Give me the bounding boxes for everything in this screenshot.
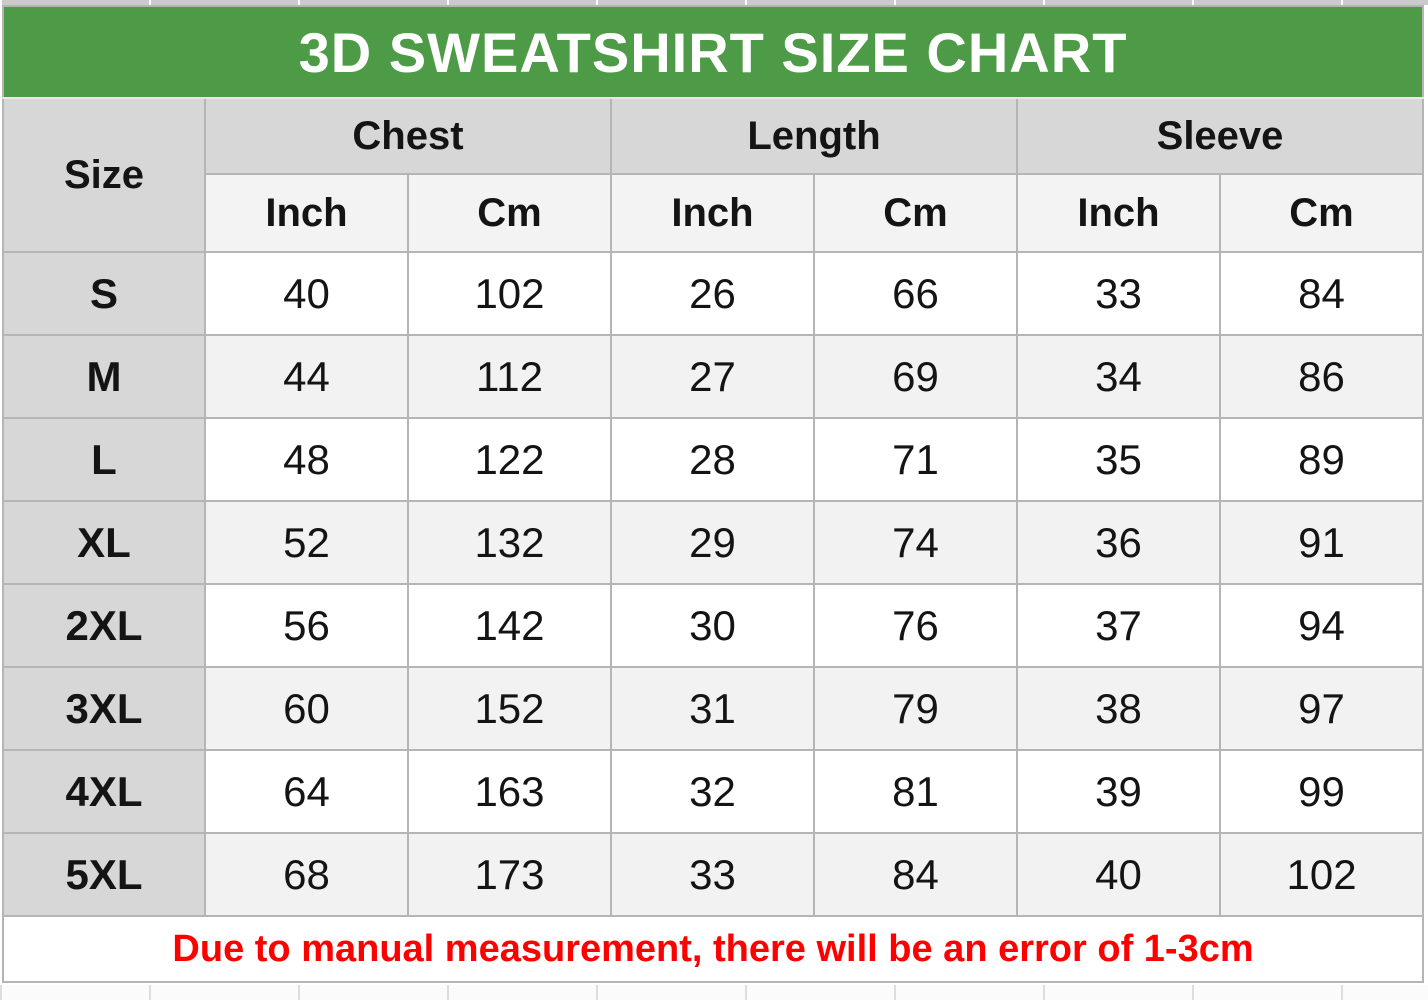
value-cell: 33 — [1016, 251, 1221, 336]
column-header-size: Size — [2, 97, 206, 253]
value-cell: 56 — [204, 583, 409, 668]
value-cell: 64 — [204, 749, 409, 834]
measurement-note: Due to manual measurement, there will be… — [1, 915, 1425, 983]
size-label: S — [2, 251, 206, 336]
table-row-xl: XL 52 132 29 74 36 91 — [2, 500, 1425, 585]
value-cell: 163 — [407, 749, 612, 834]
value-cell: 37 — [1016, 583, 1221, 668]
value-cell: 30 — [610, 583, 815, 668]
value-cell: 39 — [1016, 749, 1221, 834]
value-cell: 40 — [204, 251, 409, 336]
value-cell: 112 — [407, 334, 612, 419]
size-label: M — [2, 334, 206, 419]
cropped-grid-row-bottom — [0, 985, 1428, 1000]
value-cell: 97 — [1218, 666, 1425, 751]
table-row-m: M 44 112 27 69 34 86 — [2, 334, 1425, 419]
value-cell: 84 — [813, 832, 1018, 917]
column-header-length-inch: Inch — [610, 173, 815, 253]
value-cell: 68 — [204, 832, 409, 917]
value-cell: 40 — [1016, 832, 1221, 917]
value-cell: 38 — [1016, 666, 1221, 751]
value-cell: 152 — [407, 666, 612, 751]
size-chart-table: 3D SWEATSHIRT SIZE CHART Size Chest Leng… — [1, 5, 1425, 983]
value-cell: 35 — [1016, 417, 1221, 502]
table-row-l: L 48 122 28 71 35 89 — [2, 417, 1425, 502]
value-cell: 102 — [1218, 832, 1425, 917]
size-label: 4XL — [2, 749, 206, 834]
size-label: 3XL — [2, 666, 206, 751]
value-cell: 132 — [407, 500, 612, 585]
value-cell: 27 — [610, 334, 815, 419]
value-cell: 81 — [813, 749, 1018, 834]
value-cell: 91 — [1218, 500, 1425, 585]
value-cell: 26 — [610, 251, 815, 336]
value-cell: 173 — [407, 832, 612, 917]
value-cell: 60 — [204, 666, 409, 751]
value-cell: 122 — [407, 417, 612, 502]
value-cell: 34 — [1016, 334, 1221, 419]
value-cell: 32 — [610, 749, 815, 834]
note-row: Due to manual measurement, there will be… — [1, 915, 1425, 983]
value-cell: 33 — [610, 832, 815, 917]
value-cell: 69 — [813, 334, 1018, 419]
column-header-length-cm: Cm — [813, 173, 1018, 253]
value-cell: 84 — [1218, 251, 1425, 336]
cropped-grid-row-top — [0, 0, 1428, 5]
unit-header-row: Inch Cm Inch Cm Inch Cm — [3, 173, 1425, 253]
value-cell: 79 — [813, 666, 1018, 751]
column-group-length: Length — [610, 97, 1018, 175]
column-group-chest: Chest — [204, 97, 612, 175]
table-row-s: S 40 102 26 66 33 84 — [2, 251, 1425, 336]
value-cell: 36 — [1016, 500, 1221, 585]
value-cell: 52 — [204, 500, 409, 585]
value-cell: 71 — [813, 417, 1018, 502]
value-cell: 29 — [610, 500, 815, 585]
column-group-sleeve: Sleeve — [1015, 97, 1425, 175]
table-row-3xl: 3XL 60 152 31 79 38 97 — [2, 666, 1425, 751]
value-cell: 44 — [204, 334, 409, 419]
value-cell: 94 — [1218, 583, 1425, 668]
value-cell: 66 — [813, 251, 1018, 336]
value-cell: 99 — [1218, 749, 1425, 834]
size-label: XL — [2, 500, 206, 585]
value-cell: 28 — [610, 417, 815, 502]
size-label: 5XL — [2, 832, 206, 917]
table-row-2xl: 2XL 56 142 30 76 37 94 — [2, 583, 1425, 668]
value-cell: 48 — [204, 417, 409, 502]
column-header-sleeve-cm: Cm — [1218, 173, 1425, 253]
page-title: 3D SWEATSHIRT SIZE CHART — [1, 5, 1425, 99]
column-header-chest-cm: Cm — [407, 173, 612, 253]
value-cell: 142 — [407, 583, 612, 668]
group-header-row: Size Chest Length Sleeve — [2, 97, 1425, 253]
value-cell: 76 — [813, 583, 1018, 668]
title-row: 3D SWEATSHIRT SIZE CHART — [1, 5, 1425, 99]
value-cell: 102 — [407, 251, 612, 336]
value-cell: 74 — [813, 500, 1018, 585]
value-cell: 86 — [1218, 334, 1425, 419]
column-header-chest-inch: Inch — [204, 173, 409, 253]
size-label: L — [2, 417, 206, 502]
column-header-sleeve-inch: Inch — [1016, 173, 1221, 253]
table-row-4xl: 4XL 64 163 32 81 39 99 — [2, 749, 1425, 834]
size-label: 2XL — [2, 583, 206, 668]
value-cell: 31 — [610, 666, 815, 751]
value-cell: 89 — [1218, 417, 1425, 502]
table-row-5xl: 5XL 68 173 33 84 40 102 — [2, 832, 1425, 917]
